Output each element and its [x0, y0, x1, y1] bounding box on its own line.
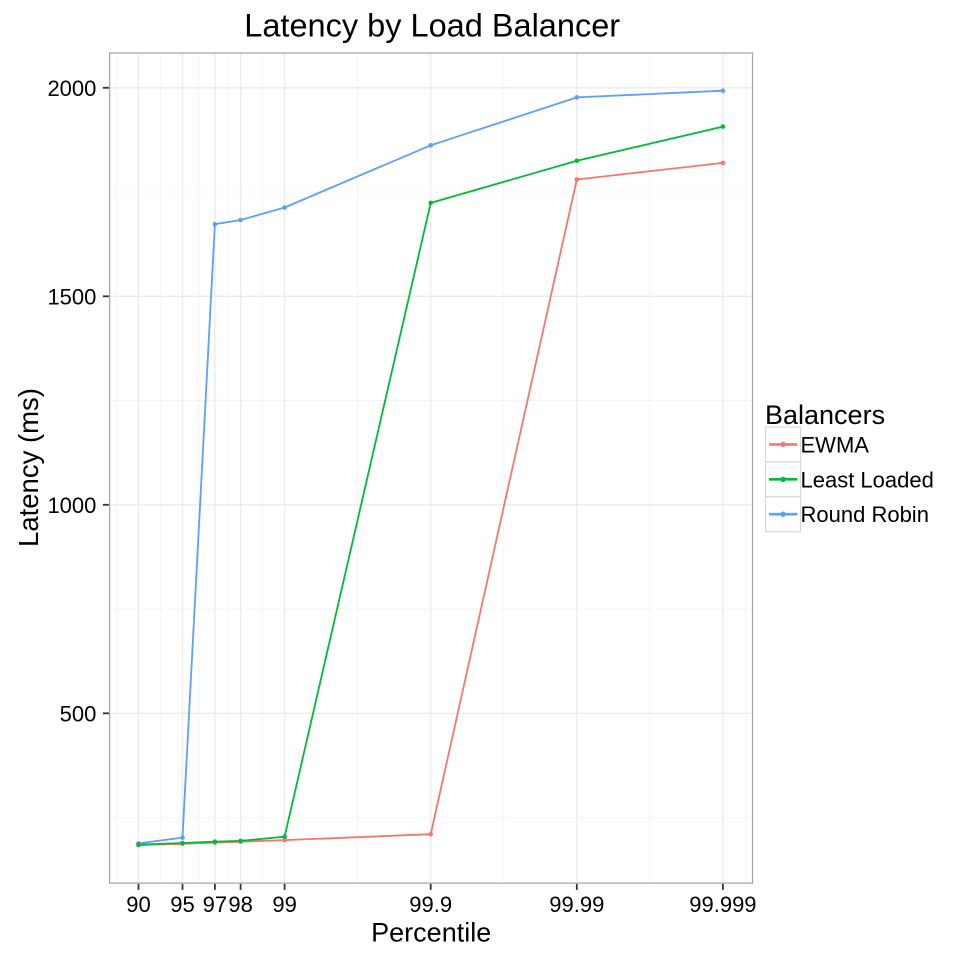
svg-text:Percentile: Percentile	[371, 918, 491, 948]
svg-text:Round Robin: Round Robin	[801, 502, 929, 527]
svg-text:95: 95	[170, 892, 194, 917]
svg-text:99: 99	[272, 892, 296, 917]
svg-text:1500: 1500	[47, 284, 96, 309]
svg-text:Least Loaded: Least Loaded	[801, 467, 934, 492]
svg-text:99.999: 99.999	[689, 892, 756, 917]
svg-text:99.99: 99.99	[549, 892, 604, 917]
svg-text:97: 97	[203, 892, 227, 917]
svg-text:90: 90	[126, 892, 150, 917]
svg-text:Balancers: Balancers	[765, 400, 885, 430]
svg-text:1000: 1000	[47, 493, 96, 518]
svg-text:98: 98	[228, 892, 252, 917]
svg-text:99.9: 99.9	[409, 892, 452, 917]
svg-text:Latency by Load Balancer: Latency by Load Balancer	[244, 8, 620, 44]
svg-text:Latency (ms): Latency (ms)	[13, 388, 44, 547]
svg-text:2000: 2000	[47, 76, 96, 101]
svg-text:EWMA: EWMA	[801, 432, 870, 457]
svg-text:500: 500	[60, 701, 97, 726]
